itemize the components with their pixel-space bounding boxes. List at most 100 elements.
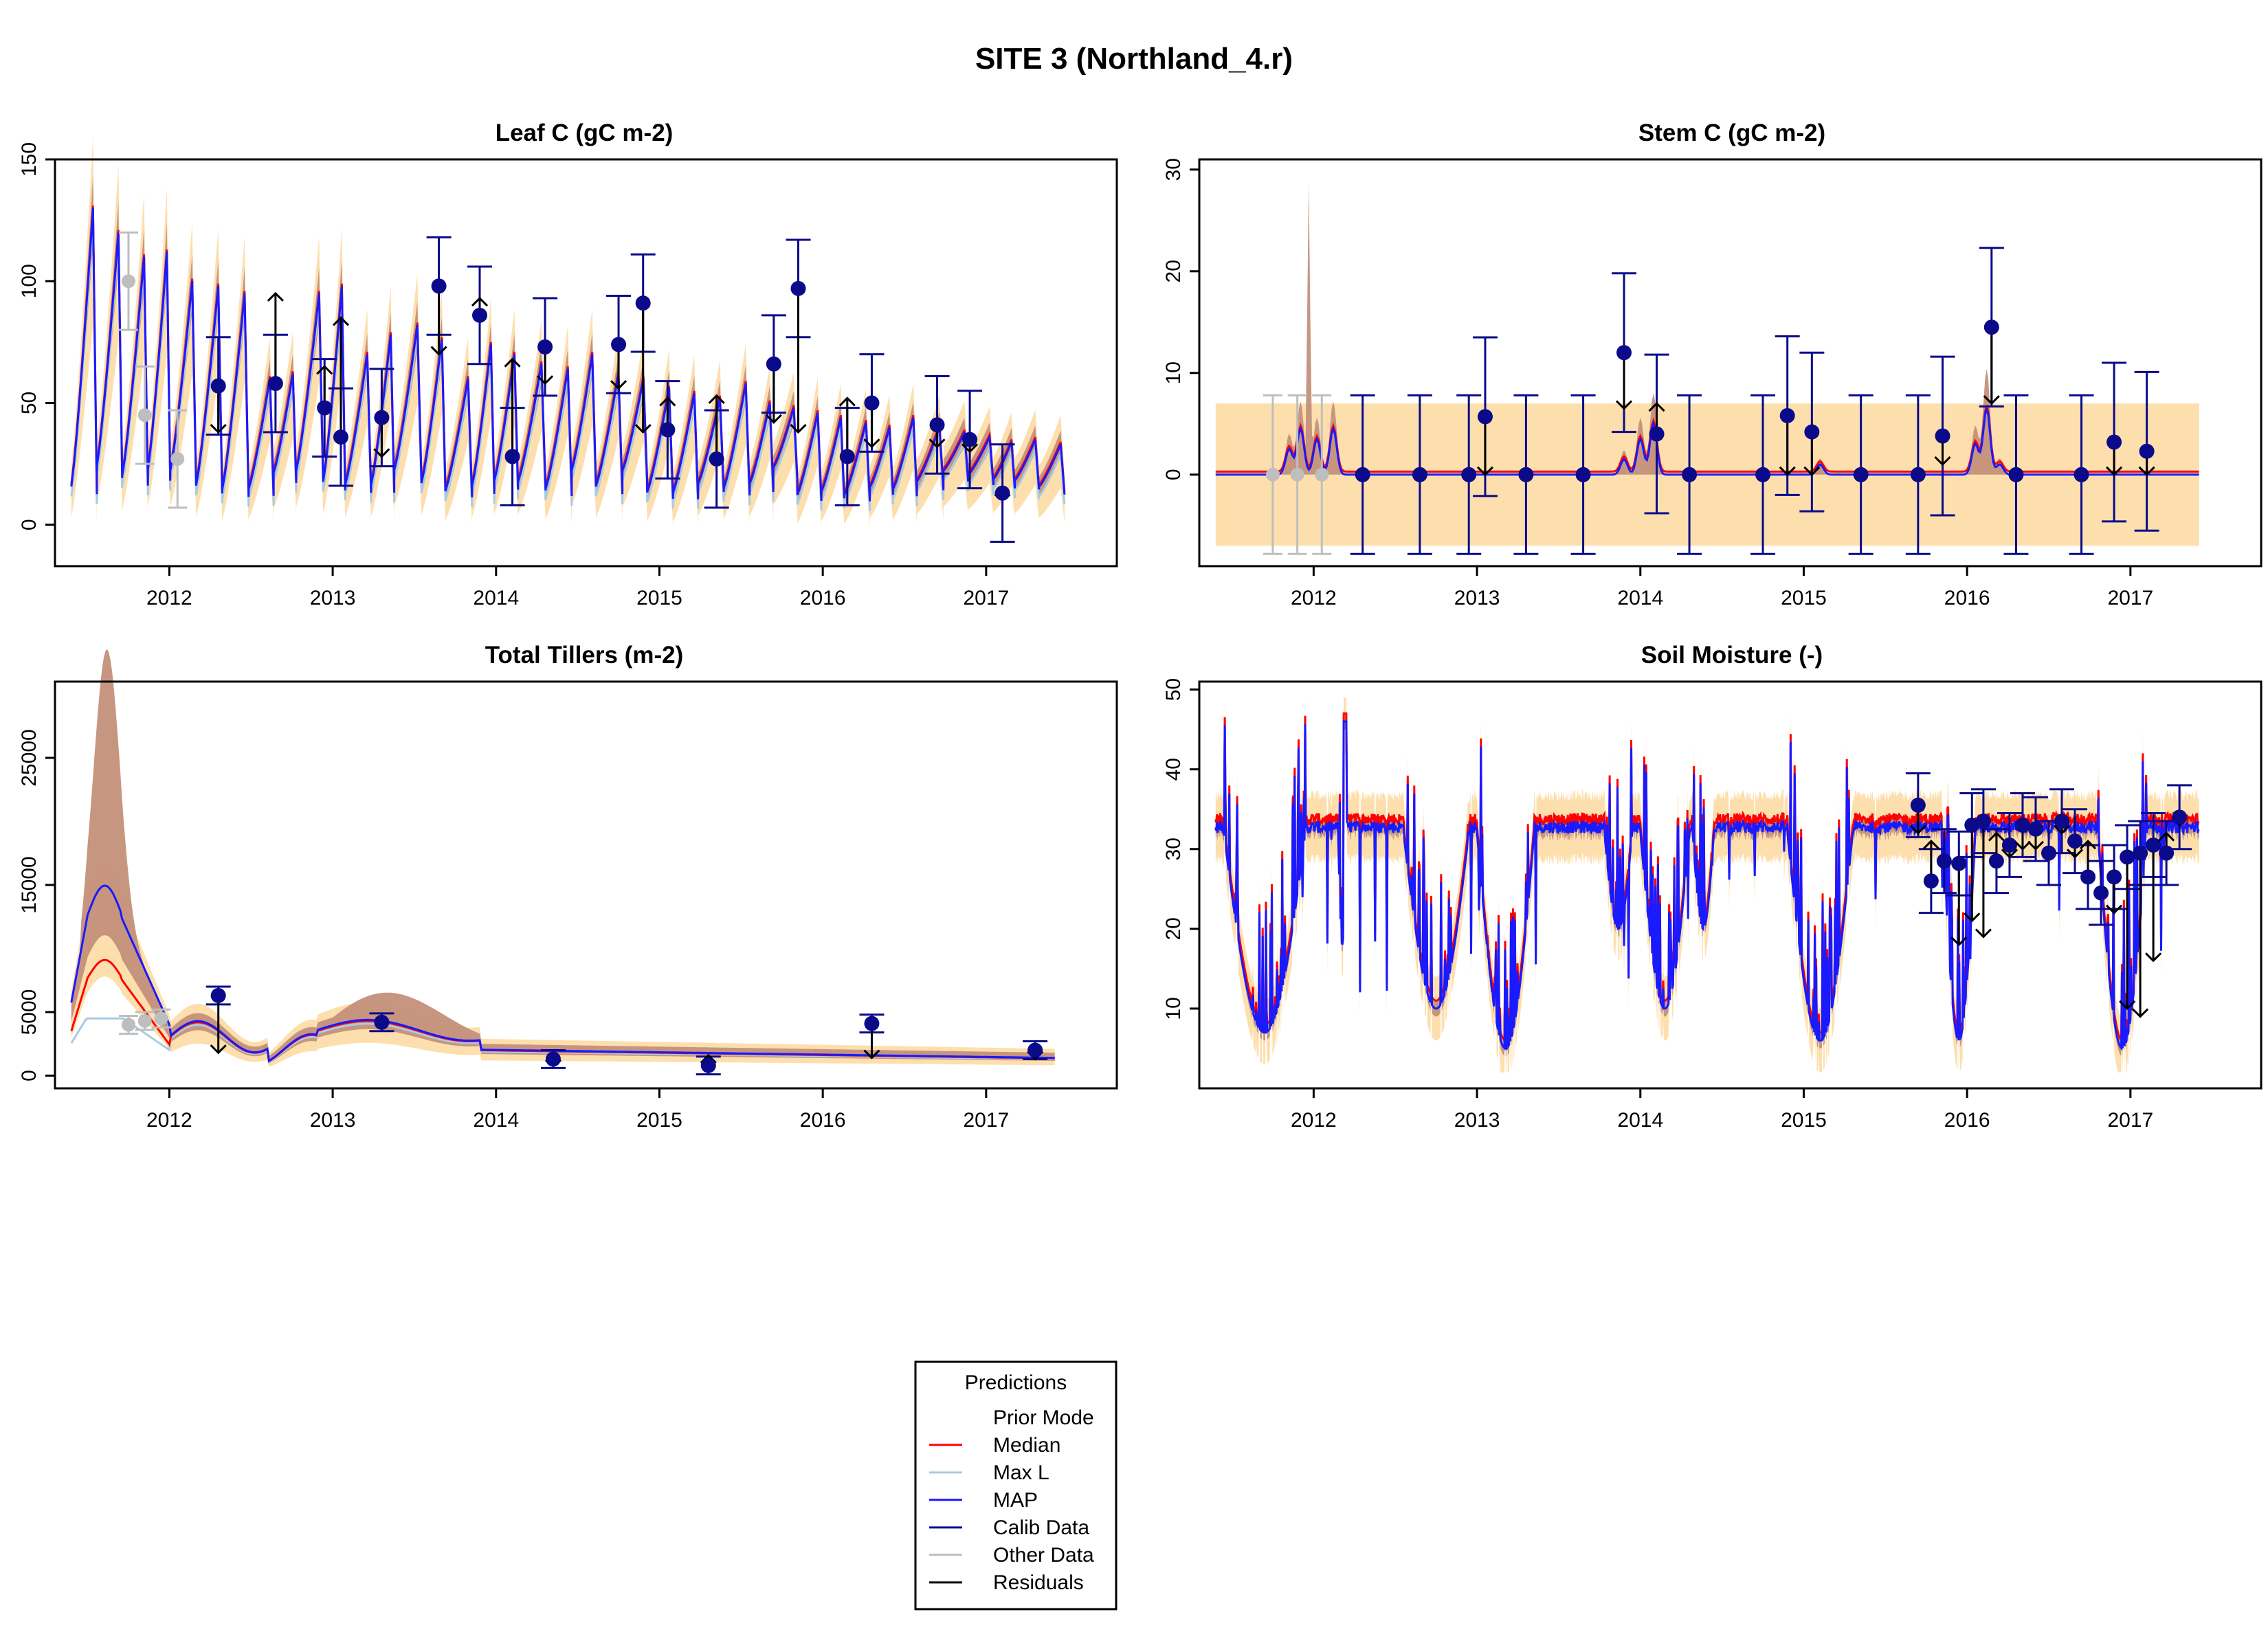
calib-data-marker bbox=[1853, 467, 1869, 482]
residual-arrowhead bbox=[2106, 904, 2123, 915]
other-data-point bbox=[1312, 394, 1332, 555]
calib-data-marker bbox=[545, 1051, 561, 1067]
axes: 2012 2013 2014 2015 2016 2017 0 50 100 150 bbox=[18, 142, 1009, 609]
calib-data-marker bbox=[1649, 426, 1665, 442]
calib-data-marker bbox=[1616, 345, 1632, 361]
plot-frame bbox=[1198, 158, 2263, 568]
residual-arrowhead bbox=[961, 443, 979, 453]
calib-data-point bbox=[1570, 394, 1596, 555]
calib-data-marker bbox=[1477, 409, 1493, 425]
x-tick-label: 2012 bbox=[1291, 1109, 1337, 1132]
calib-data-marker bbox=[374, 1014, 390, 1030]
calib-data-marker bbox=[2067, 833, 2083, 849]
x-tick-label: 2013 bbox=[310, 587, 356, 609]
x-tick-label: 2012 bbox=[146, 587, 192, 609]
calib-data-point bbox=[1970, 788, 1996, 939]
residual-arrowhead bbox=[2145, 952, 2162, 963]
other-data-marker bbox=[1265, 467, 1280, 482]
calib-data-marker bbox=[210, 987, 226, 1003]
other-data-marker bbox=[121, 1018, 135, 1032]
residual-arrowhead bbox=[1615, 400, 1633, 410]
calib-data-marker bbox=[2001, 837, 2017, 853]
calib-data-point bbox=[2010, 792, 2035, 858]
calib-data-marker bbox=[504, 449, 520, 464]
other-data-point bbox=[168, 409, 188, 509]
calib-data-marker bbox=[2041, 845, 2056, 861]
legend-label: Other Data bbox=[993, 1544, 1094, 1567]
calib-data-point bbox=[2128, 820, 2153, 1018]
calib-data-point bbox=[369, 1012, 394, 1033]
calib-data-point bbox=[1997, 812, 2022, 878]
x-tick-label: 2015 bbox=[636, 1109, 682, 1132]
calib-data-point bbox=[1644, 353, 1669, 515]
legend-label: Median bbox=[993, 1434, 1060, 1457]
calib-data-point bbox=[834, 396, 860, 506]
calib-data-point bbox=[1775, 335, 1800, 496]
calib-data-point bbox=[859, 353, 885, 453]
calib-data-marker bbox=[431, 278, 447, 294]
calib-data-point bbox=[500, 357, 525, 506]
calib-data-marker bbox=[2074, 467, 2089, 482]
residual-arrowhead bbox=[373, 448, 390, 458]
other-data-point bbox=[118, 1015, 138, 1035]
calib-data-point bbox=[2003, 394, 2029, 555]
median-line bbox=[1214, 712, 2200, 1043]
residual-arrowhead bbox=[1988, 831, 2005, 842]
calib-data-marker bbox=[2146, 837, 2161, 853]
calib-data-point bbox=[1350, 394, 1375, 555]
residual-arrowhead bbox=[316, 365, 333, 375]
residual-arrowhead bbox=[838, 396, 856, 407]
x-tick-label: 2015 bbox=[1781, 1109, 1827, 1132]
panel-total-tillers: Total Tillers (m-2) 2012 2013 2014 2015 2016… bbox=[18, 642, 1118, 1132]
residual-arrowhead bbox=[2001, 849, 2019, 859]
legend-box bbox=[914, 1360, 1118, 1611]
y-tick-label: 20 bbox=[1162, 917, 1185, 940]
calib-data-point bbox=[426, 236, 452, 356]
calib-data-marker bbox=[2080, 869, 2096, 885]
residual-arrowhead bbox=[1779, 466, 1796, 476]
residual-arrowhead bbox=[610, 380, 627, 390]
residual-arrowhead bbox=[504, 357, 521, 368]
calib-data-marker bbox=[2120, 849, 2135, 865]
x-tick-label: 2014 bbox=[473, 587, 519, 609]
x-tick-label: 2013 bbox=[1454, 587, 1500, 609]
residual-arrowhead bbox=[332, 316, 350, 326]
calib-data-marker bbox=[374, 410, 390, 425]
other-data-marker bbox=[154, 1011, 168, 1026]
x-tick-label: 2017 bbox=[963, 1109, 1009, 1132]
figure-title: SITE 3 (Northland_4.r) bbox=[975, 42, 1293, 76]
residual-arrowhead bbox=[1803, 466, 1821, 476]
residual-arrowhead bbox=[1975, 928, 1992, 939]
calib-data-marker bbox=[864, 1016, 880, 1031]
panel-title: Leaf C (gC m-2) bbox=[496, 120, 674, 146]
calib-data-point bbox=[2115, 824, 2140, 1011]
calib-data-point bbox=[2089, 860, 2114, 926]
calib-data-point bbox=[1905, 772, 1931, 838]
calib-data-marker bbox=[267, 376, 283, 392]
axes: 2012 2013 2014 2015 2016 2017 0 10 20 30 bbox=[1162, 158, 2153, 609]
calib-data-point bbox=[1979, 247, 2004, 408]
other-data-point bbox=[151, 1008, 171, 1029]
calib-data-marker bbox=[2054, 814, 2070, 829]
calib-data-marker bbox=[2159, 845, 2175, 861]
calib-data-point bbox=[1472, 336, 1498, 497]
legend: Predictions Prior Mode Median Max L MAP Cali… bbox=[914, 1360, 1118, 1611]
calib-data-point bbox=[1918, 840, 1944, 915]
other-data-point bbox=[1263, 394, 1282, 555]
map-line bbox=[70, 207, 1066, 502]
calib-data-marker bbox=[1935, 428, 1950, 444]
calib-data-marker bbox=[864, 395, 880, 411]
residual-arrowhead bbox=[1934, 456, 1951, 467]
y-tick-label: 30 bbox=[1162, 838, 1185, 860]
calib-data-point bbox=[1930, 355, 1955, 517]
calib-data-marker bbox=[2106, 869, 2122, 885]
calib-data-marker bbox=[766, 356, 781, 372]
calib-data-point bbox=[957, 390, 983, 490]
residual-arrowhead bbox=[2119, 1000, 2136, 1011]
calib-data-marker bbox=[1975, 814, 1991, 829]
calib-data-point bbox=[786, 238, 811, 434]
residual-arrowhead bbox=[2079, 840, 2097, 850]
calib-data-point bbox=[1677, 394, 1702, 555]
calib-data-point bbox=[704, 394, 729, 509]
